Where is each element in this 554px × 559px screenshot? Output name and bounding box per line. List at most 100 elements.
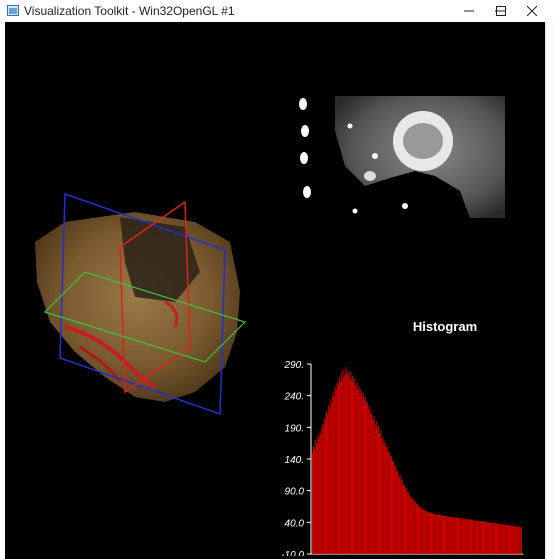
histogram-bar: [468, 519, 470, 554]
histogram-bar: [417, 503, 418, 554]
histogram-bar: [461, 518, 463, 554]
render-viewport[interactable]: Histogram 290. 240. 190. 140. 90.0 40.0 -10.0: [5, 22, 545, 559]
histogram-bar: [451, 516, 453, 554]
histogram-bar: [466, 519, 468, 554]
minimize-button-2[interactable]: [452, 0, 486, 22]
histogram-bar: [369, 405, 371, 554]
histogram-bar: [472, 520, 474, 554]
close-icon: [527, 6, 537, 16]
histogram-bar: [465, 519, 467, 554]
right-edge-strip: [545, 22, 554, 559]
histogram-bar: [391, 455, 392, 554]
vessel-red-3: [164, 300, 179, 328]
histogram-bar: [444, 516, 445, 554]
histogram-bar: [357, 389, 359, 554]
histogram-bar: [419, 505, 421, 554]
histogram-bar: [492, 522, 494, 554]
vessel-dot-1: [347, 123, 353, 129]
histogram-bar: [327, 414, 329, 554]
histogram-bar: [462, 518, 464, 554]
title-bar[interactable]: Visualization Toolkit - Win32OpenGL #1: [0, 0, 554, 22]
histogram-bar: [516, 526, 518, 554]
ct-slice-view[interactable]: [295, 96, 505, 218]
histogram-bar: [410, 495, 412, 554]
histogram-bar: [312, 452, 313, 554]
histogram-bar: [383, 443, 385, 554]
green-slice-plane: [43, 271, 247, 363]
histogram-bar: [371, 411, 373, 554]
histogram-bar: [358, 385, 360, 554]
histogram-bar: [500, 524, 502, 554]
histogram-bar: [483, 521, 484, 554]
y-tick-label: 190.: [285, 423, 304, 434]
volume-render-view[interactable]: [25, 182, 285, 442]
histogram-bar: [470, 519, 471, 554]
histogram-bar: [321, 424, 323, 554]
histogram-bar: [360, 389, 362, 554]
histogram-bar: [333, 395, 335, 554]
histogram-bar: [400, 481, 402, 554]
close-button[interactable]: [515, 0, 549, 22]
histogram-bar: [490, 522, 492, 554]
histogram-bar: [382, 436, 384, 554]
histogram-bar: [448, 516, 450, 554]
maximize-icon: [496, 6, 506, 16]
histogram-bar: [408, 491, 410, 554]
histogram-bar: [512, 525, 514, 554]
histogram-bar: [453, 517, 455, 554]
histogram-bar: [331, 403, 333, 554]
histogram-bar: [366, 405, 368, 554]
histogram-bar: [349, 371, 351, 554]
histogram-bar: [329, 408, 331, 554]
histogram-bar: [441, 516, 443, 554]
histogram-bar: [317, 434, 319, 554]
histogram-bar: [485, 522, 487, 554]
histogram-bar: [494, 522, 496, 554]
histogram-bar: [407, 493, 409, 554]
histogram-bar: [339, 376, 340, 554]
histogram-bar: [445, 516, 447, 554]
histogram-bar: [519, 527, 521, 554]
histogram-bar: [361, 396, 363, 554]
histogram-bar: [384, 441, 386, 554]
vessel-dot-2: [372, 153, 378, 159]
histogram-bar: [414, 500, 416, 554]
histogram-bar: [412, 498, 414, 554]
histogram-bar: [376, 428, 378, 554]
histogram-bar: [520, 526, 522, 554]
histogram-bar: [436, 514, 438, 554]
histogram-bar: [454, 517, 456, 554]
histogram-bar: [381, 438, 383, 554]
histogram-bar: [370, 414, 372, 554]
maximize-button[interactable]: [484, 0, 518, 22]
histogram-bar: [499, 523, 501, 554]
histogram-bar: [342, 377, 344, 554]
rib-1: [299, 98, 307, 110]
histogram-bar: [374, 424, 376, 554]
histogram-bar: [319, 430, 321, 554]
histogram-bar: [398, 476, 400, 554]
histogram-bar: [387, 452, 389, 554]
histogram-bar: [334, 386, 336, 554]
vessel-red: [64, 325, 156, 389]
histogram-bar: [393, 460, 395, 554]
histogram-bar: [423, 509, 425, 554]
histogram-bar: [427, 511, 429, 554]
histogram-bar: [422, 509, 424, 554]
histogram-bar: [373, 415, 375, 554]
y-tick-label: 90.0: [285, 487, 305, 498]
histogram-bar: [388, 451, 390, 554]
histogram-bar: [507, 524, 509, 554]
histogram-bar: [474, 520, 476, 554]
histogram-bar: [352, 375, 353, 554]
histogram-bar: [513, 526, 515, 554]
histogram-bar: [348, 376, 350, 554]
histogram-bar: [332, 392, 334, 554]
y-tick-label: 290.: [284, 360, 304, 371]
vtk-app-icon: [7, 5, 19, 16]
histogram-bar: [438, 514, 440, 554]
histogram-bar: [380, 430, 382, 554]
histogram-bar: [518, 526, 520, 554]
histogram-bar: [498, 524, 500, 554]
histogram-bar: [350, 379, 352, 554]
